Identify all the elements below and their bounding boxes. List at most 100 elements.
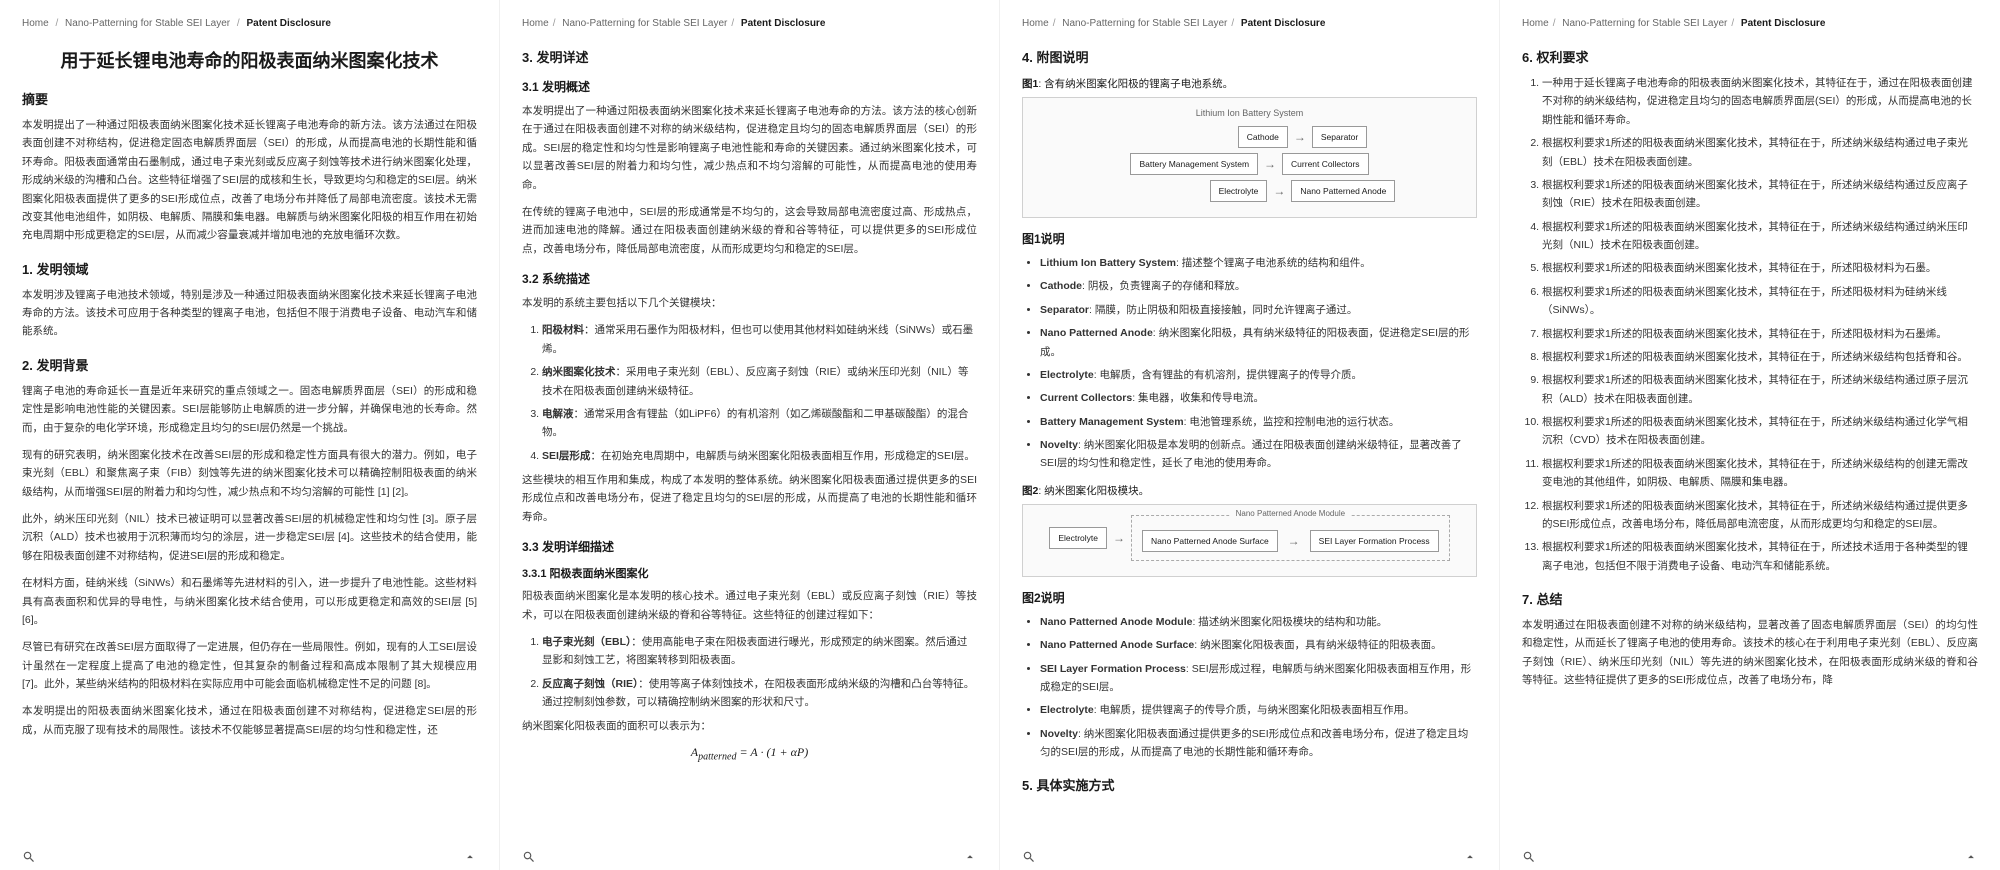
list-item: Nano Patterned Anode Surface: 纳米图案化阳极表面，… <box>1040 636 1477 654</box>
diagram-node-collectors: Current Collectors <box>1282 153 1369 175</box>
breadcrumb-home[interactable]: Home <box>1522 18 1549 29</box>
section-2-p6: 本发明提出的阳极表面纳米图案化技术，通过在阳极表面创建不对称结构，促进稳定SEI… <box>22 702 477 739</box>
section-331-heading: 3.3.1 阳极表面纳米图案化 <box>522 565 977 581</box>
page-title: 用于延长锂电池寿命的阳极表面纳米图案化技术 <box>22 47 477 73</box>
page-column-1: Home / Nano-Patterning for Stable SEI La… <box>0 0 500 870</box>
section-2-p1: 锂离子电池的寿命延长一直是近年来研究的重点领域之一。固态电解质界面层（SEI）的… <box>22 382 477 437</box>
page-column-3: Home/ Nano-Patterning for Stable SEI Lay… <box>1000 0 1500 870</box>
scroll-up-icon[interactable] <box>1463 850 1477 864</box>
section-2-p4: 在材料方面，硅纳米线（SiNWs）和石墨烯等先进材料的引入，进一步提升了电池性能… <box>22 574 477 629</box>
section-5-heading: 5. 具体实施方式 <box>1022 775 1477 794</box>
diagram-node-electrolyte: Electrolyte <box>1049 527 1107 549</box>
arrow-icon: → <box>1264 157 1276 171</box>
claims-list: 一种用于延长锂离子电池寿命的阳极表面纳米图案化技术，其特征在于，通过在阳极表面创… <box>1522 74 1978 575</box>
breadcrumb-home[interactable]: Home <box>1022 18 1049 29</box>
list-item: 阳极材料：通常采用石墨作为阳极材料，但也可以使用其他材料如硅纳米线（SiNWs）… <box>542 321 977 358</box>
section-31-p2: 在传统的锂离子电池中，SEI层的形成通常是不均匀的，这会导致局部电流密度过高、形… <box>522 203 977 258</box>
page-column-2: Home/ Nano-Patterning for Stable SEI Lay… <box>500 0 1000 870</box>
arrow-icon: → <box>1273 184 1285 198</box>
section-6-heading: 6. 权利要求 <box>1522 47 1978 66</box>
breadcrumb-current: Patent Disclosure <box>246 18 330 29</box>
arrow-icon: → <box>1288 534 1300 548</box>
diagram-node-anode: Nano Patterned Anode <box>1291 180 1395 202</box>
breadcrumb-mid[interactable]: Nano-Patterning for Stable SEI Layer <box>1062 18 1227 29</box>
section-331-p2: 纳米图案化阳极表面的面积可以表示为： <box>522 717 977 735</box>
section-3-heading: 3. 发明详述 <box>522 47 977 66</box>
breadcrumb: Home/ Nano-Patterning for Stable SEI Lay… <box>1022 18 1477 29</box>
section-31-p1: 本发明提出了一种通过阳极表面纳米图案化技术来延长锂离子电池寿命的方法。该方法的核… <box>522 102 977 194</box>
list-item: Lithium Ion Battery System: 描述整个锂离子电池系统的… <box>1040 254 1477 272</box>
section-32-p2: 这些模块的相互作用和集成，构成了本发明的整体系统。纳米图案化阳极表面通过提供更多… <box>522 471 977 526</box>
list-item: Electrolyte: 电解质，提供锂离子的传导介质，与纳米图案化阳极表面相互… <box>1040 701 1477 719</box>
abstract-heading: 摘要 <box>22 89 477 108</box>
fig1-desc-list: Lithium Ion Battery System: 描述整个锂离子电池系统的… <box>1022 254 1477 473</box>
breadcrumb: Home / Nano-Patterning for Stable SEI La… <box>22 18 477 29</box>
section-1-text: 本发明涉及锂离子电池技术领域，特别是涉及一种通过阳极表面纳米图案化技术来延长锂离… <box>22 286 477 341</box>
breadcrumb: Home/ Nano-Patterning for Stable SEI Lay… <box>522 18 977 29</box>
formula: Apatterned = A · (1 + αP) <box>522 745 977 762</box>
diagram-node-bms: Battery Management System <box>1130 153 1258 175</box>
list-item: 根据权利要求1所述的阳极表面纳米图案化技术，其特征在于，所述纳米级结构通过纳米压… <box>1542 218 1978 255</box>
breadcrumb-current: Patent Disclosure <box>1241 18 1325 29</box>
search-icon[interactable] <box>522 850 536 864</box>
fig2-desc-list: Nano Patterned Anode Module: 描述纳米图案化阳极模块… <box>1022 613 1477 762</box>
section-2-heading: 2. 发明背景 <box>22 355 477 374</box>
diagram-node-cathode: Cathode <box>1238 126 1288 148</box>
list-item: SEI Layer Formation Process: SEI层形成过程，电解… <box>1040 660 1477 697</box>
scroll-up-icon[interactable] <box>1964 850 1978 864</box>
breadcrumb-mid[interactable]: Nano-Patterning for Stable SEI Layer <box>65 18 230 29</box>
section-2-p5: 尽管已有研究在改善SEI层方面取得了一定进展，但仍存在一些局限性。例如，现有的人… <box>22 638 477 693</box>
section-4-heading: 4. 附图说明 <box>1022 47 1477 66</box>
list-item: SEI层形成：在初始充电周期中，电解质与纳米图案化阳极表面相互作用，形成稳定的S… <box>542 447 977 465</box>
list-item: 根据权利要求1所述的阳极表面纳米图案化技术，其特征在于，所述纳米级结构通过反应离… <box>1542 176 1978 213</box>
list-item: Cathode: 阴极，负责锂离子的存储和释放。 <box>1040 277 1477 295</box>
list-item: Nano Patterned Anode: 纳米图案化阳极，具有纳米级特征的阳极… <box>1040 324 1477 361</box>
scroll-up-icon[interactable] <box>463 850 477 864</box>
list-item: 根据权利要求1所述的阳极表面纳米图案化技术，其特征在于，所述阳极材料为石墨烯。 <box>1542 325 1978 343</box>
scroll-up-icon[interactable] <box>963 850 977 864</box>
page-column-4: Home/ Nano-Patterning for Stable SEI Lay… <box>1500 0 2000 870</box>
section-7-text: 本发明通过在阳极表面创建不对称的纳米级结构，显著改善了固态电解质界面层（SEI）… <box>1522 616 1978 690</box>
list-item: 反应离子刻蚀（RIE）：使用等离子体刻蚀技术，在阳极表面形成纳米级的沟槽和凸台等… <box>542 675 977 712</box>
list-item: Battery Management System: 电池管理系统，监控和控制电… <box>1040 413 1477 431</box>
diagram-node-separator: Separator <box>1312 126 1367 148</box>
breadcrumb-mid[interactable]: Nano-Patterning for Stable SEI Layer <box>1562 18 1727 29</box>
fig1-desc-heading: 图1说明 <box>1022 230 1477 247</box>
section-7-heading: 7. 总结 <box>1522 589 1978 608</box>
diagram-node-electrolyte: Electrolyte <box>1210 180 1268 202</box>
list-item: 根据权利要求1所述的阳极表面纳米图案化技术，其特征在于，所述阳极材料为石墨。 <box>1542 259 1978 277</box>
figure-2-diagram: Electrolyte → Nano Patterned Anode Modul… <box>1022 504 1477 577</box>
breadcrumb-mid[interactable]: Nano-Patterning for Stable SEI Layer <box>562 18 727 29</box>
section-2-p2: 现有的研究表明，纳米图案化技术在改善SEI层的形成和稳定性方面具有很大的潜力。例… <box>22 446 477 501</box>
list-item: Current Collectors: 集电器，收集和传导电流。 <box>1040 389 1477 407</box>
list-item: Electrolyte: 电解质，含有锂盐的有机溶剂，提供锂离子的传导介质。 <box>1040 366 1477 384</box>
section-33-heading: 3.3 发明详细描述 <box>522 538 977 555</box>
list-item: Novelty: 纳米图案化阳极是本发明的创新点。通过在阳极表面创建纳米级特征，… <box>1040 436 1477 473</box>
section-32-p1: 本发明的系统主要包括以下几个关键模块： <box>522 294 977 312</box>
list-item: 根据权利要求1所述的阳极表面纳米图案化技术，其特征在于，所述阳极材料为硅纳米线（… <box>1542 283 1978 320</box>
list-item: 根据权利要求1所述的阳极表面纳米图案化技术，其特征在于，所述纳米级结构包括脊和谷… <box>1542 348 1978 366</box>
fig2-label: 图2: 纳米图案化阳极模块。 <box>1022 483 1477 498</box>
search-icon[interactable] <box>1022 850 1036 864</box>
breadcrumb-home[interactable]: Home <box>522 18 549 29</box>
arrow-icon: → <box>1113 531 1125 545</box>
diagram-title: Lithium Ion Battery System <box>1033 108 1466 118</box>
breadcrumb-home[interactable]: Home <box>22 18 49 29</box>
breadcrumb: Home/ Nano-Patterning for Stable SEI Lay… <box>1522 18 1978 29</box>
breadcrumb-current: Patent Disclosure <box>741 18 825 29</box>
module-list: 阳极材料：通常采用石墨作为阳极材料，但也可以使用其他材料如硅纳米线（SiNWs）… <box>522 321 977 465</box>
search-icon[interactable] <box>1522 850 1536 864</box>
abstract-text: 本发明提出了一种通过阳极表面纳米图案化技术延长锂离子电池寿命的新方法。该方法通过… <box>22 116 477 245</box>
section-331-p1: 阳极表面纳米图案化是本发明的核心技术。通过电子束光刻（EBL）或反应离子刻蚀（R… <box>522 587 977 624</box>
list-item: 根据权利要求1所述的阳极表面纳米图案化技术，其特征在于，所述技术适用于各种类型的… <box>1542 538 1978 575</box>
list-item: 根据权利要求1所述的阳极表面纳米图案化技术，其特征在于，所述纳米级结构通过化学气… <box>1542 413 1978 450</box>
diagram-node-surface: Nano Patterned Anode Surface <box>1142 530 1278 552</box>
list-item: 一种用于延长锂离子电池寿命的阳极表面纳米图案化技术，其特征在于，通过在阳极表面创… <box>1542 74 1978 129</box>
search-icon[interactable] <box>22 850 36 864</box>
list-item: 根据权利要求1所述的阳极表面纳米图案化技术，其特征在于，所述纳米级结构通过电子束… <box>1542 134 1978 171</box>
section-31-heading: 3.1 发明概述 <box>522 78 977 95</box>
fig1-label: 图1: 含有纳米图案化阳极的锂离子电池系统。 <box>1022 76 1477 91</box>
section-32-heading: 3.2 系统描述 <box>522 270 977 287</box>
list-item: 根据权利要求1所述的阳极表面纳米图案化技术，其特征在于，所述纳米级结构的创建无需… <box>1542 455 1978 492</box>
list-item: 纳米图案化技术：采用电子束光刻（EBL）、反应离子刻蚀（RIE）或纳米压印光刻（… <box>542 363 977 400</box>
